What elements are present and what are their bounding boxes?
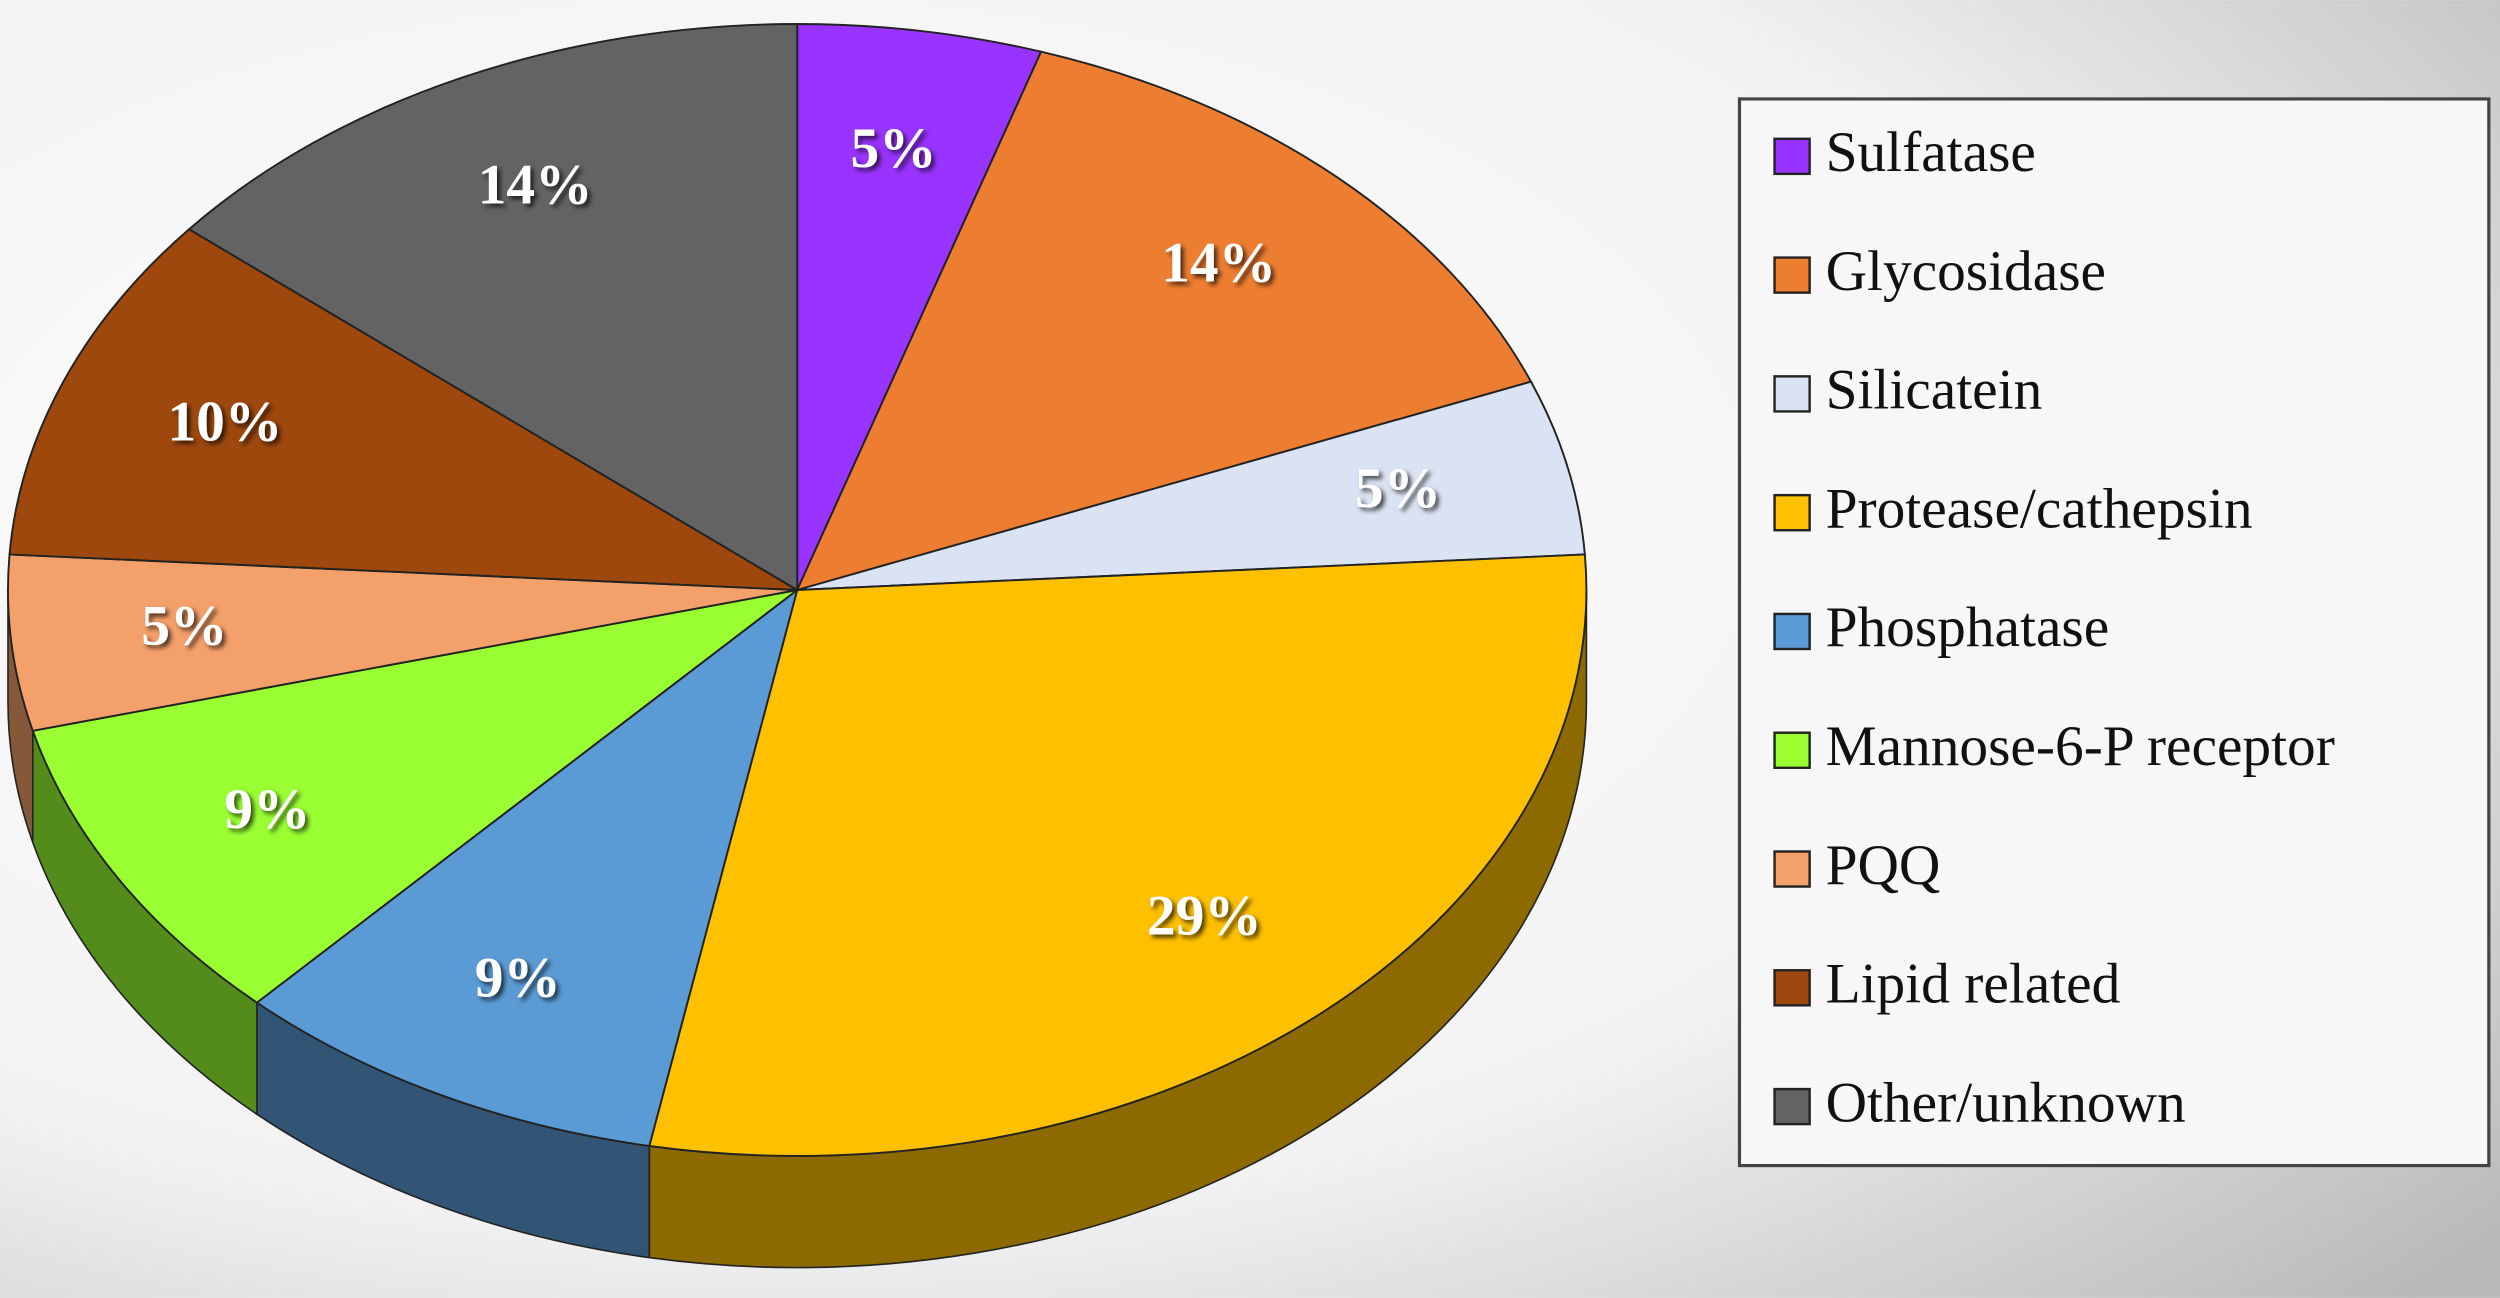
legend-label: Protease/cathepsin <box>1826 477 2253 540</box>
slice <box>795 50 1533 592</box>
slice <box>648 553 1588 1157</box>
legend-label: Sulfatase <box>1826 121 2036 184</box>
slice <box>255 587 799 1148</box>
legend-swatch <box>1773 256 1811 294</box>
data-label: 5% <box>1355 457 1441 520</box>
legend-swatch <box>1773 612 1811 651</box>
data-label: 10% <box>167 391 282 454</box>
legend-swatch <box>1773 969 1811 1007</box>
legend-swatch <box>1773 493 1811 532</box>
legend-swatch <box>1773 731 1811 769</box>
data-label: 29% <box>1147 884 1262 947</box>
legend-swatch <box>1773 1087 1811 1126</box>
legend-swatch <box>1773 850 1811 888</box>
legend-label: PQQ <box>1826 834 1941 897</box>
data-label: 5% <box>141 595 227 658</box>
data-label: 14% <box>478 154 593 217</box>
legend-label: Phosphatase <box>1826 596 2110 659</box>
slice <box>8 228 798 591</box>
legend-swatch <box>1773 375 1811 413</box>
legend-label: Silicatein <box>1826 359 2043 422</box>
legend-swatch <box>1773 137 1811 176</box>
data-label: 9% <box>224 778 310 841</box>
pie: 5% 14% 5% 29% 9% 9% 5% 10% 14% <box>7 23 1588 1269</box>
legend-box <box>1737 97 2491 1168</box>
slice <box>796 23 1043 591</box>
legend-label: Lipid related <box>1826 953 2121 1016</box>
legend: Sulfatase Glycosidase Silicatein Protease/c… <box>1737 97 2491 1168</box>
data-label: 5% <box>850 117 936 180</box>
slice <box>31 589 798 1004</box>
data-label: 9% <box>475 947 561 1010</box>
data-label: 14% <box>1161 231 1276 294</box>
slice <box>796 380 1586 591</box>
legend-label: Glycosidase <box>1826 240 2106 303</box>
legend-label: Mannose-6-P receptor <box>1826 715 2335 778</box>
legend-label: Other/unknown <box>1826 1071 2186 1134</box>
slice <box>7 553 798 732</box>
slice <box>187 23 799 592</box>
